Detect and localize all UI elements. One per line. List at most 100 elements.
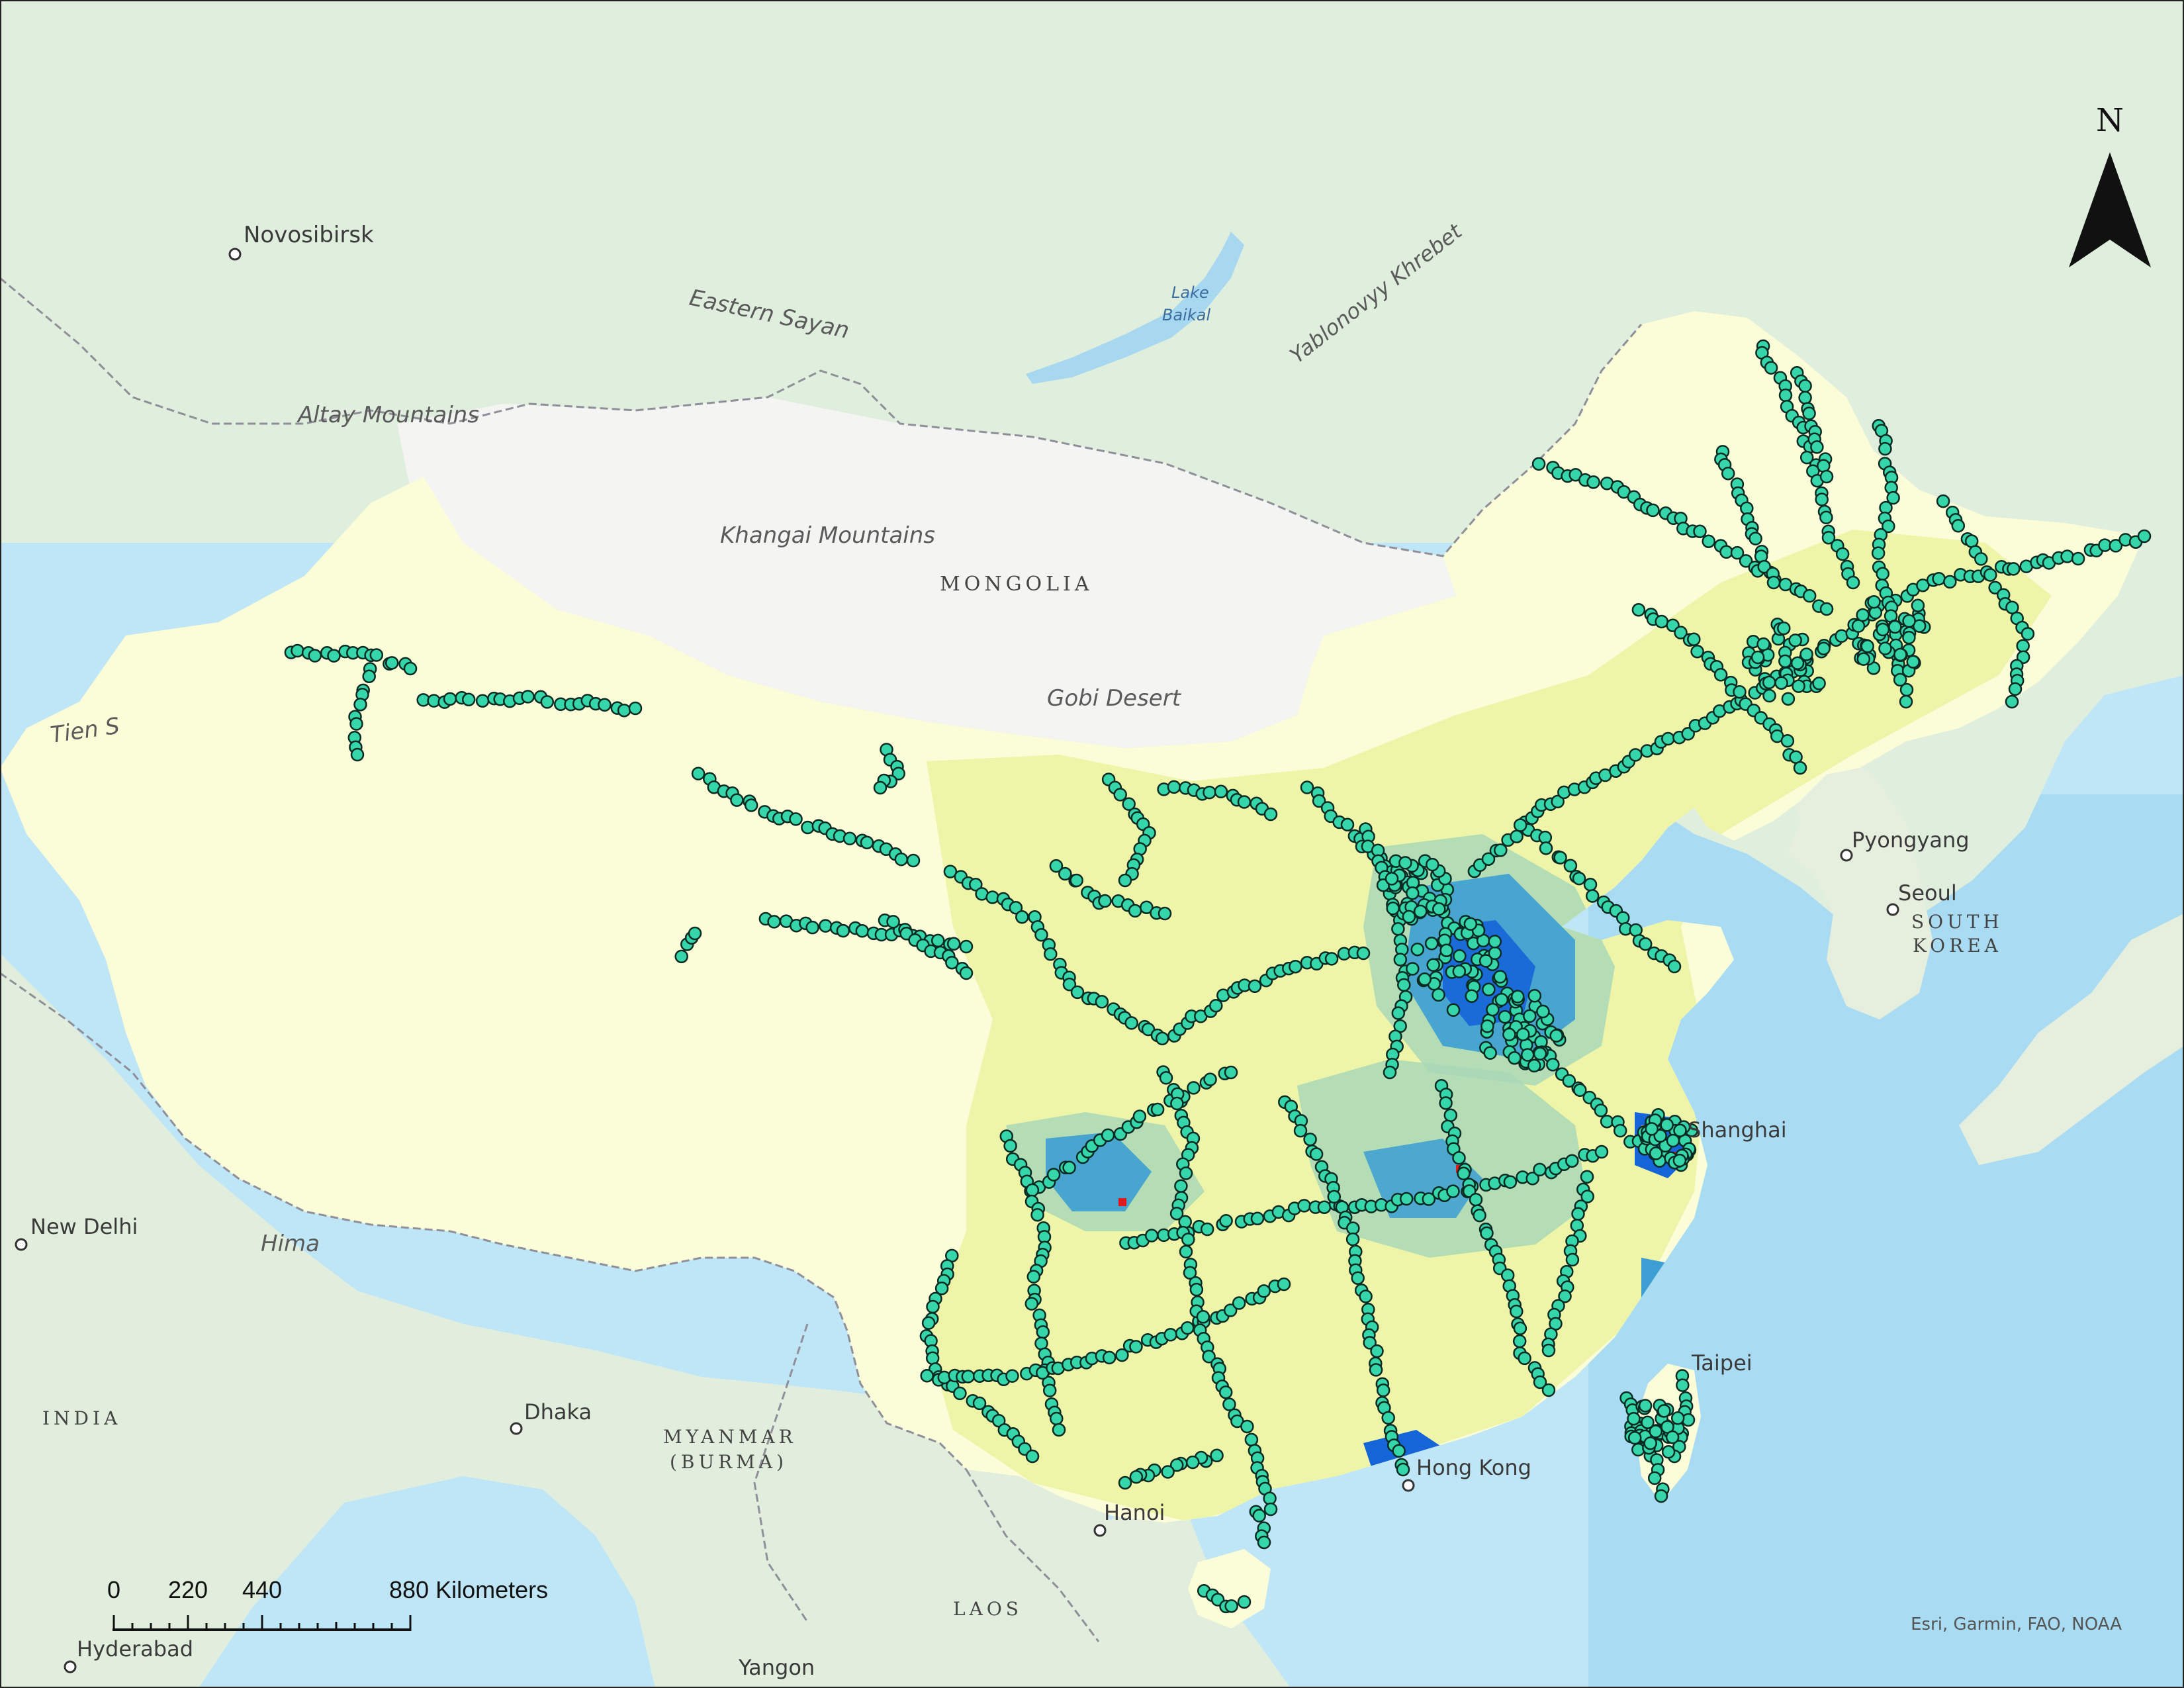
station-point xyxy=(1562,1074,1576,1088)
station-point xyxy=(1025,1183,1040,1197)
station-point xyxy=(1613,1123,1627,1138)
station-point xyxy=(1888,620,1902,634)
station-point xyxy=(1536,1004,1550,1019)
label-hanoi: Hanoi xyxy=(1104,1500,1165,1525)
attribution-text: Esri, Garmin, FAO, NOAA xyxy=(1911,1615,2122,1634)
station-point xyxy=(688,926,702,941)
land-mongolia xyxy=(397,397,1456,748)
label-laos: LAOS xyxy=(953,1598,1023,1620)
station-point xyxy=(1163,1328,1177,1342)
station-point xyxy=(1052,1423,1066,1437)
station-point xyxy=(1645,1122,1659,1136)
station-point xyxy=(1115,1348,1129,1362)
label-south-korea-1: SOUTH xyxy=(1911,911,2003,933)
station-point xyxy=(1300,780,1314,794)
station-point xyxy=(1893,673,1907,687)
station-point xyxy=(1835,547,1850,561)
station-point xyxy=(1667,959,1682,974)
station-point xyxy=(1508,1051,1522,1065)
station-point xyxy=(1749,532,1762,545)
station-point xyxy=(1533,1375,1547,1389)
station-point xyxy=(1463,917,1478,931)
station-point xyxy=(1513,818,1527,832)
station-point xyxy=(1124,1016,1138,1030)
station-point xyxy=(1062,977,1077,992)
station-point xyxy=(1774,676,1788,690)
station-point xyxy=(886,915,900,929)
station-point xyxy=(1327,1190,1342,1204)
station-point xyxy=(1856,608,1870,622)
station-point xyxy=(1549,1029,1563,1043)
land-indochina xyxy=(728,1403,1291,1688)
station-point xyxy=(1988,581,2002,594)
station-point xyxy=(1819,510,1833,525)
station-point xyxy=(403,661,418,676)
label-new-delhi: New Delhi xyxy=(30,1214,138,1239)
station-point xyxy=(1351,1271,1365,1285)
station-point xyxy=(1376,1383,1390,1397)
station-point xyxy=(855,924,870,938)
station-point xyxy=(1932,572,1946,586)
station-point xyxy=(969,878,983,892)
station-point xyxy=(1502,1027,1516,1042)
station-point xyxy=(1902,630,1916,645)
station-point xyxy=(1649,1425,1663,1438)
station-point xyxy=(1793,761,1807,775)
station-point xyxy=(1777,621,1791,635)
label-lake-baikal-2: Baikal xyxy=(1162,306,1210,324)
station-point xyxy=(1483,1046,1497,1060)
label-hong-kong: Hong Kong xyxy=(1416,1455,1531,1480)
station-point xyxy=(1674,626,1688,639)
station-point xyxy=(1899,682,1914,697)
label-himalaya: Hima xyxy=(261,1231,320,1257)
station-point xyxy=(1214,784,1228,799)
station-point xyxy=(1439,1096,1453,1110)
station-point xyxy=(1510,990,1525,1004)
station-point xyxy=(1397,978,1411,992)
station-point xyxy=(1585,889,1600,903)
station-point xyxy=(1860,639,1874,653)
station-point xyxy=(1399,1192,1414,1206)
station-point xyxy=(1878,641,1892,655)
station-point xyxy=(1628,748,1643,762)
station-point xyxy=(1224,1065,1238,1080)
station-point xyxy=(946,937,961,951)
label-gobi: Gobi Desert xyxy=(1047,685,1182,712)
station-point xyxy=(1102,1350,1116,1365)
station-point xyxy=(1363,1336,1377,1350)
station-point xyxy=(1902,614,1916,628)
station-point xyxy=(1452,1151,1466,1165)
station-point xyxy=(1494,843,1508,857)
station-point xyxy=(1345,1232,1360,1246)
station-point xyxy=(1751,650,1765,665)
station-point xyxy=(1792,679,1805,693)
station-point xyxy=(1044,947,1058,961)
station-point xyxy=(1200,1222,1214,1237)
station-point xyxy=(1101,1128,1115,1143)
station-point xyxy=(959,966,974,980)
station-point xyxy=(1653,1129,1667,1143)
station-point xyxy=(1202,1350,1216,1364)
station-point xyxy=(1183,1266,1197,1280)
land-hainan xyxy=(1188,1549,1271,1628)
station-point xyxy=(1778,654,1792,669)
station-point xyxy=(1494,992,1509,1007)
station-point xyxy=(1132,1109,1147,1123)
station-point xyxy=(1551,794,1565,809)
station-point xyxy=(1169,1206,1184,1221)
station-point xyxy=(1798,379,1812,393)
station-point xyxy=(1158,906,1172,921)
station-point xyxy=(860,835,874,850)
station-point xyxy=(1005,1369,1019,1383)
station-point xyxy=(1356,946,1371,961)
station-point xyxy=(1179,1244,1193,1259)
station-point xyxy=(1878,442,1892,456)
city-markers xyxy=(15,248,1899,1673)
station-point xyxy=(1030,1207,1044,1222)
station-point xyxy=(1095,995,1109,1009)
station-point xyxy=(1479,954,1493,968)
scale-bar: 0 220 440 880 Kilometers xyxy=(107,1576,548,1631)
station-point xyxy=(1687,632,1701,646)
station-point xyxy=(1070,985,1085,1000)
label-khangai: Khangai Mountains xyxy=(720,522,935,549)
